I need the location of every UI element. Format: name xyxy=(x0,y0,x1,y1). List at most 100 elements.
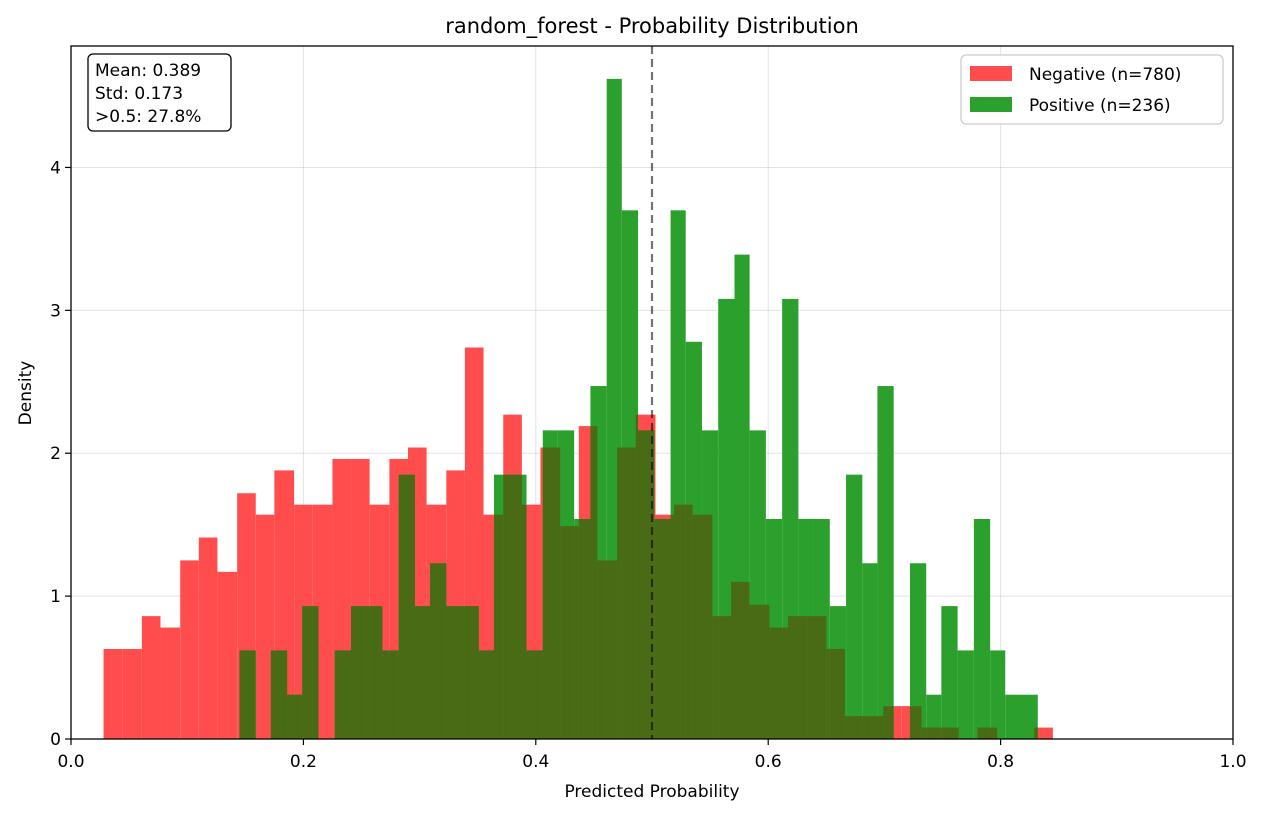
overlap-bar xyxy=(414,606,427,739)
overlap-bar xyxy=(270,650,275,739)
overlap-bar xyxy=(302,606,313,739)
stats-std: Std: 0.173 xyxy=(95,84,183,104)
stats-mean: Mean: 0.389 xyxy=(95,61,201,81)
overlap-bar xyxy=(574,526,579,739)
overlap-bar xyxy=(692,514,702,739)
legend-frame xyxy=(960,54,1224,125)
positive-bar xyxy=(909,563,927,739)
overlap-bar xyxy=(940,727,942,739)
plot-frame xyxy=(70,45,1234,740)
stats-box-frame xyxy=(87,53,232,132)
positive-bar xyxy=(862,563,878,739)
overlap-bar xyxy=(765,604,770,739)
overlap-bar xyxy=(493,514,504,739)
overlap-bar xyxy=(503,474,511,739)
overlap-bar xyxy=(734,581,750,739)
overlap-bar xyxy=(540,650,543,739)
overlap-bar xyxy=(813,616,827,739)
overlap-bar xyxy=(957,727,959,739)
overlap-bar xyxy=(826,648,830,739)
overlap-bar xyxy=(334,650,352,739)
overlap-bar xyxy=(446,606,463,739)
overlap-bar xyxy=(807,616,814,739)
y-tick-label: 4 xyxy=(50,158,61,178)
overlap-bar xyxy=(274,650,288,739)
overlap-bar xyxy=(798,616,808,739)
x-tick-label: 0.8 xyxy=(987,752,1014,772)
positive-bar xyxy=(941,606,958,739)
overlap-bar xyxy=(670,514,675,739)
overlap-bar xyxy=(749,604,766,739)
overlap-bar xyxy=(294,694,303,739)
overlap-bar xyxy=(287,694,295,739)
positive-bar xyxy=(1021,694,1038,739)
x-tick-label: 0.0 xyxy=(57,752,84,772)
overlap-bar xyxy=(606,560,618,739)
overlap-bar xyxy=(557,447,561,739)
legend-swatch-positive xyxy=(970,97,1012,112)
overlap-bar xyxy=(685,504,693,739)
overlap-bar xyxy=(654,518,656,739)
x-axis-label: Predicted Probability xyxy=(564,782,739,802)
overlap-bar xyxy=(787,616,799,739)
overlap-bar xyxy=(483,650,494,739)
overlap-bar xyxy=(521,504,527,739)
overlap-bar xyxy=(862,716,865,739)
positive-bar xyxy=(1005,694,1022,739)
overlap-bar xyxy=(464,606,479,739)
overlap-bar xyxy=(369,606,383,739)
overlap-bar xyxy=(731,581,735,739)
overlap-bar xyxy=(635,414,639,739)
overlap-bar xyxy=(883,706,894,739)
overlap-bar xyxy=(864,716,878,739)
negative-bar xyxy=(103,648,123,739)
overlap-bar xyxy=(351,606,367,739)
y-tick-label: 1 xyxy=(50,587,61,607)
negative-bar xyxy=(1034,727,1053,739)
overlap-bar xyxy=(782,627,788,739)
y-tick-label: 0 xyxy=(50,730,61,750)
overlap-bar xyxy=(621,447,636,739)
overlap-bar xyxy=(718,616,732,739)
overlap-bar xyxy=(426,606,431,739)
y-tick-label: 2 xyxy=(50,444,61,464)
overlap-bar xyxy=(941,727,958,739)
overlap-bar xyxy=(590,426,598,739)
overlap-bar xyxy=(926,727,941,739)
overlap-bar xyxy=(398,474,408,739)
overlap-bar xyxy=(560,526,575,739)
stats-above-threshold: >0.5: 27.8% xyxy=(95,107,201,127)
positive-bar xyxy=(877,386,894,739)
overlap-bar xyxy=(617,447,622,739)
overlap-bar xyxy=(430,563,447,739)
positive-bar xyxy=(957,650,974,739)
chart-title: random_forest - Probability Distribution xyxy=(445,14,859,39)
y-axis-label: Density xyxy=(16,361,36,426)
positive-bar xyxy=(990,650,1006,739)
overlap-bar xyxy=(578,518,591,739)
positive-bar xyxy=(846,474,863,739)
stats-box: Mean: 0.389 Std: 0.173 >0.5: 27.8% xyxy=(87,53,232,132)
overlap-bar xyxy=(769,627,783,739)
x-tick-label: 0.6 xyxy=(755,752,782,772)
overlap-bar xyxy=(638,430,655,739)
x-tick-label: 0.2 xyxy=(290,752,317,772)
overlap-bar xyxy=(829,648,845,739)
overlap-bar xyxy=(1034,727,1038,739)
overlap-bar xyxy=(674,504,686,739)
negative-bar xyxy=(180,560,199,739)
overlap-bar xyxy=(366,606,370,739)
overlap-bar xyxy=(846,716,863,739)
overlap-bar xyxy=(389,650,399,739)
negative-bar xyxy=(217,571,238,739)
negative-bar xyxy=(122,648,142,739)
legend-label-negative: Negative (n=780) xyxy=(1029,65,1181,85)
negative-bar xyxy=(255,514,275,739)
overlap-bar xyxy=(990,727,998,739)
overlap-bar xyxy=(478,650,484,739)
x-tick-label: 1.0 xyxy=(1219,752,1246,772)
x-axis-ticks: 0.0 0.2 0.4 0.6 0.8 1.0 xyxy=(57,739,1247,772)
overlap-bars xyxy=(239,414,1038,739)
legend-swatch-negative xyxy=(970,66,1012,81)
overlap-bar xyxy=(597,560,607,739)
